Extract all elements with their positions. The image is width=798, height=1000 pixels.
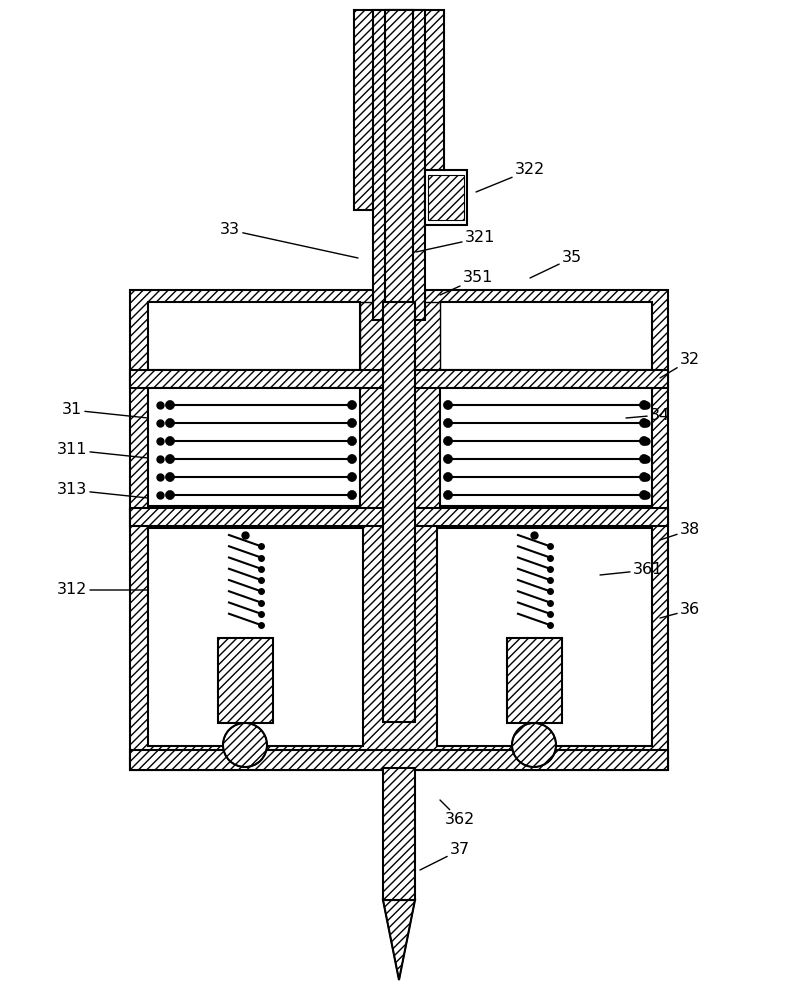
Bar <box>385 10 413 330</box>
Bar <box>130 290 668 510</box>
Bar <box>383 768 415 900</box>
Circle shape <box>444 436 452 446</box>
Text: 31: 31 <box>62 402 148 418</box>
Text: 361: 361 <box>600 562 663 578</box>
Circle shape <box>165 473 175 482</box>
Bar <box>440 388 652 506</box>
Circle shape <box>347 418 357 428</box>
Circle shape <box>444 418 452 428</box>
Text: 312: 312 <box>57 582 148 597</box>
Circle shape <box>165 400 175 410</box>
Circle shape <box>347 473 357 482</box>
Bar <box>383 302 415 722</box>
Text: 351: 351 <box>440 270 493 295</box>
Bar <box>130 510 668 770</box>
Bar <box>130 508 668 526</box>
Circle shape <box>639 454 649 464</box>
Bar <box>373 10 425 320</box>
Bar <box>360 302 385 370</box>
Circle shape <box>639 418 649 428</box>
Circle shape <box>639 473 649 482</box>
Bar <box>413 302 440 370</box>
Bar <box>148 388 360 506</box>
Text: 313: 313 <box>57 483 148 498</box>
Circle shape <box>444 490 452 499</box>
Circle shape <box>444 473 452 482</box>
Bar <box>440 302 652 370</box>
Text: 32: 32 <box>660 353 700 378</box>
Text: 311: 311 <box>57 442 148 458</box>
Bar <box>425 170 467 225</box>
Text: 33: 33 <box>220 223 358 258</box>
Circle shape <box>165 436 175 446</box>
Circle shape <box>512 723 556 767</box>
Bar <box>148 528 363 746</box>
Bar <box>148 302 360 370</box>
Bar <box>218 638 273 723</box>
Circle shape <box>347 490 357 499</box>
Circle shape <box>444 454 452 464</box>
Polygon shape <box>383 900 415 980</box>
Circle shape <box>347 436 357 446</box>
Bar <box>354 10 444 210</box>
Circle shape <box>444 400 452 410</box>
Circle shape <box>639 436 649 446</box>
Circle shape <box>165 490 175 499</box>
Bar <box>507 638 562 723</box>
Bar <box>130 370 668 388</box>
Text: 34: 34 <box>626 408 670 422</box>
Text: 35: 35 <box>530 250 582 278</box>
Circle shape <box>347 400 357 410</box>
Circle shape <box>165 418 175 428</box>
Bar <box>428 175 464 220</box>
Circle shape <box>165 454 175 464</box>
Text: 322: 322 <box>476 162 545 192</box>
Circle shape <box>639 400 649 410</box>
Circle shape <box>639 490 649 499</box>
Text: 321: 321 <box>416 231 496 252</box>
Text: 36: 36 <box>660 602 700 618</box>
Circle shape <box>347 454 357 464</box>
Text: 362: 362 <box>440 800 475 828</box>
Text: 37: 37 <box>420 842 470 870</box>
Bar <box>130 750 668 770</box>
Bar <box>437 528 652 746</box>
Circle shape <box>223 723 267 767</box>
Text: 38: 38 <box>660 522 700 540</box>
